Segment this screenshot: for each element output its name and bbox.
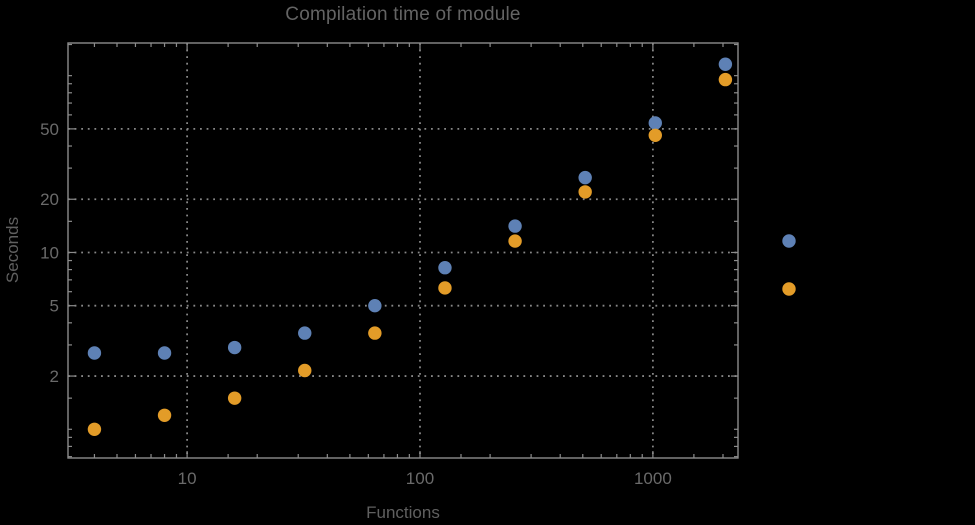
data-point: [368, 326, 382, 340]
legend-marker-series-2-orange: [782, 282, 796, 296]
y-tick-label: 5: [50, 297, 59, 316]
data-point: [227, 340, 242, 355]
x-tick-label: 1000: [634, 469, 672, 488]
data-point: [87, 422, 102, 436]
x-axis-label: Functions: [366, 503, 440, 522]
legend-marker-series-1-blue: [782, 234, 796, 248]
data-point: [508, 234, 522, 248]
chart-title: Compilation time of module: [285, 4, 521, 25]
plot-frame: [67, 42, 739, 459]
data-point: [438, 281, 452, 295]
data-point: [298, 326, 312, 340]
y-tick-label: 10: [40, 243, 59, 262]
data-point: [157, 346, 172, 360]
data-point: [578, 170, 592, 185]
y-tick-label: 2: [50, 367, 59, 386]
y-tick-label: 20: [40, 190, 59, 209]
data-point: [157, 408, 172, 422]
data-point: [87, 346, 102, 360]
x-tick-label: 100: [406, 469, 434, 488]
gridlines: [68, 43, 738, 458]
data-point: [718, 57, 733, 71]
data-point: [298, 363, 312, 378]
series-series-1-blue: [87, 57, 733, 360]
data-point: [227, 391, 242, 405]
y-tick-label: 50: [40, 120, 59, 139]
data-point: [438, 261, 452, 275]
data-point: [718, 72, 733, 87]
y-axis-label: Seconds: [3, 216, 22, 284]
legend: [782, 234, 796, 296]
data-point: [648, 116, 662, 130]
x-tick-label: 10: [178, 469, 197, 488]
data-point: [508, 219, 522, 233]
series-series-2-orange: [87, 72, 733, 436]
data-point: [368, 298, 382, 313]
data-point: [578, 185, 592, 199]
data-point: [648, 128, 662, 142]
tick-labels: 10 100 1000 2 5 10 20 50: [40, 120, 672, 488]
axis-ticks: [68, 43, 738, 458]
